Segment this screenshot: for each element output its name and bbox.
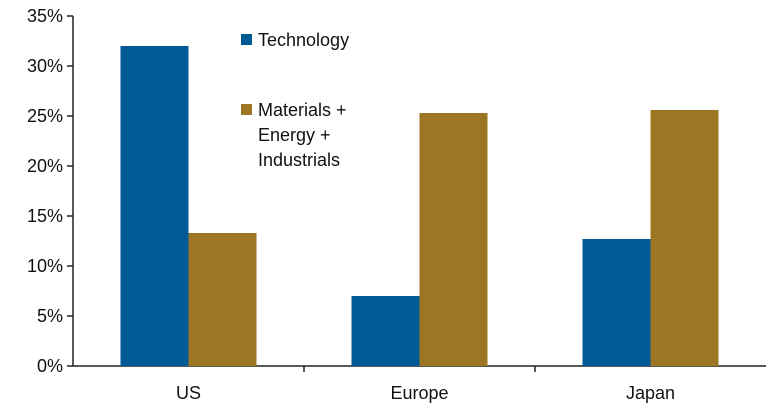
x-tick-label: Japan: [626, 383, 675, 403]
y-tick-label: 5%: [37, 306, 63, 326]
legend: Technology Materials + Energy + Industri…: [241, 30, 349, 170]
legend-label-materials-line-1: Materials +: [258, 100, 347, 120]
legend-swatch-technology: [241, 34, 252, 45]
bar-materials-energy-industrials-us: [188, 233, 257, 366]
bar-materials-energy-industrials-japan: [650, 110, 719, 366]
legend-label-materials-line-2: Energy +: [258, 125, 331, 145]
y-tick-label: 25%: [27, 106, 63, 126]
y-tick-label: 35%: [27, 6, 63, 26]
x-tick-label: US: [176, 383, 201, 403]
x-tick-label: Europe: [390, 383, 448, 403]
y-tick-label: 30%: [27, 56, 63, 76]
y-tick-label: 0%: [37, 356, 63, 376]
legend-label-materials-line-3: Industrials: [258, 150, 340, 170]
y-tick-label: 20%: [27, 156, 63, 176]
bars: [120, 46, 719, 366]
bar-technology-japan: [582, 239, 651, 366]
bar-technology-europe: [351, 296, 420, 366]
y-tick-label: 15%: [27, 206, 63, 226]
x-axis: US Europe Japan: [73, 365, 766, 403]
bar-materials-energy-industrials-europe: [419, 113, 488, 366]
y-axis: 0% 5% 10% 15% 20% 25% 30% 35%: [27, 6, 74, 376]
legend-label-technology: Technology: [258, 30, 349, 50]
y-tick-label: 10%: [27, 256, 63, 276]
legend-swatch-materials-energy-industrials: [241, 104, 252, 115]
bar-technology-us: [120, 46, 189, 366]
